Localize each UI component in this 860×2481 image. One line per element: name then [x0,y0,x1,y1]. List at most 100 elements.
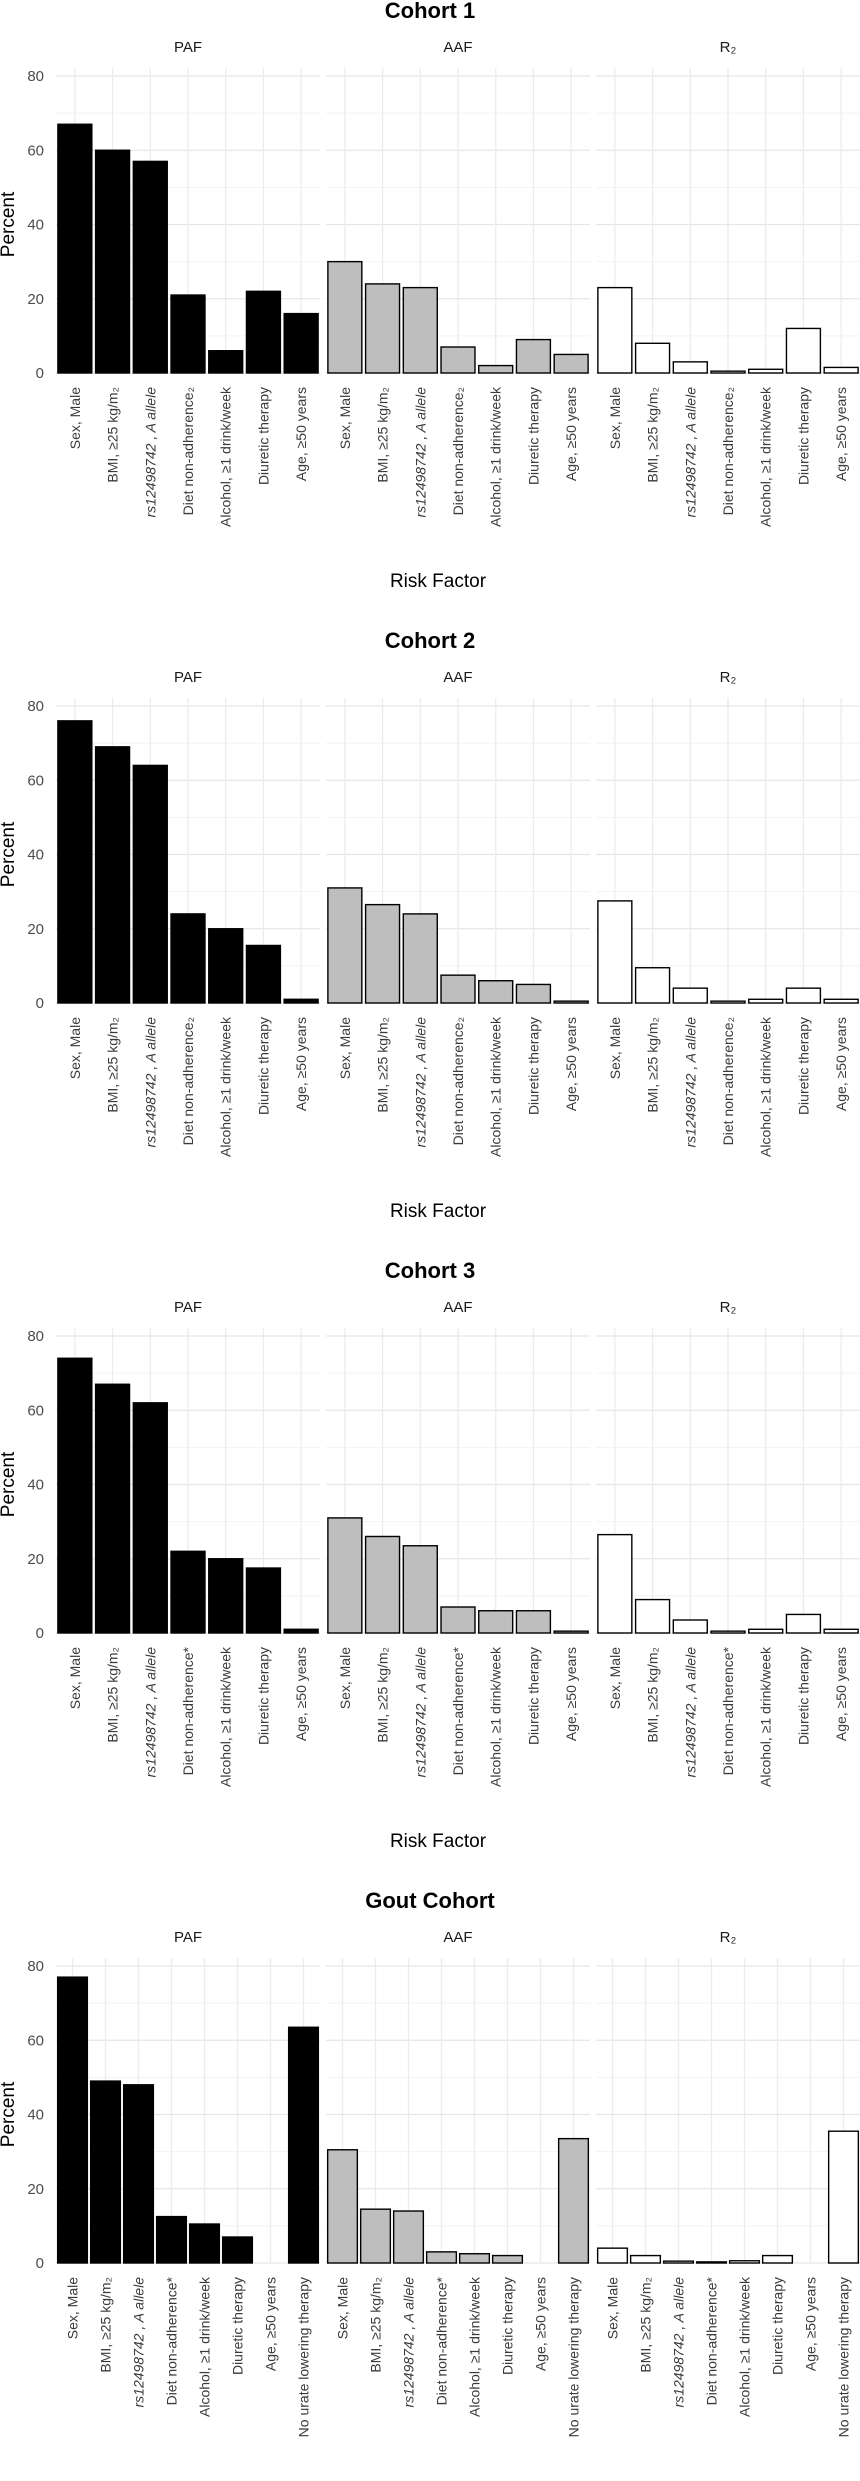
facet-label: PAF [174,1299,202,1316]
x-tick-label: BMI, ≥25 kg/m₂ [375,1647,391,1743]
x-tick-label: Diuretic therapy [770,2277,786,2375]
chart-title: Gout Cohort [365,1888,495,1913]
bar [785,987,822,1004]
x-tick-label: Age, ≥50 years [563,1017,579,1111]
y-tick-label: 80 [27,1958,44,1975]
facet-aaf: AAF Sex, Male BMI, ≥25 kg/m₂ rs12498742 , A… [326,669,590,1157]
bar [94,746,131,1004]
x-tick-label: Alcohol, ≥1 drink/week [488,386,504,527]
x-tick-label: No urate lowering therapy [566,2277,582,2437]
x-tick-label: Alcohol, ≥1 drink/week [758,1016,774,1157]
panel-cohort-2: Cohort 2 Percent 0 20 40 60 80 Risk Factor PAF Se… [0,628,860,1222]
facet-label: AAF [443,39,472,56]
y-tick-label: 80 [27,698,44,715]
panel-cohort-3: Cohort 3 Percent 0 20 40 60 80 Risk Factor PAF Se… [0,1258,860,1852]
bar [364,283,401,374]
bar [478,364,514,374]
bar [823,366,859,374]
y-tick-label: 0 [36,1625,44,1642]
bar [56,1976,89,2264]
x-tick-label: Diuretic therapy [795,1647,811,1745]
x-tick-label: Alcohol, ≥1 drink/week [197,2276,213,2417]
bar [327,260,363,374]
facet-label: PAF [174,1929,202,1946]
x-tick-label: Diet non-adherence* [720,1646,736,1775]
x-tick-label: Age, ≥50 years [563,387,579,481]
y-axis-label: Percent [0,191,19,257]
x-tick-label: Alcohol, ≥1 drink/week [218,386,234,527]
x-tick-label: rs12498742 , A allele [142,1647,158,1778]
x-tick-label: Sex, Male [607,387,623,449]
bar [283,312,319,374]
x-tick-label: Alcohol, ≥1 drink/week [758,386,774,527]
x-tick-label: Diuretic therapy [525,1017,541,1115]
facet-label: R₂ [720,1299,737,1316]
bar [188,2223,221,2264]
bar [458,2253,491,2264]
bar [440,1606,476,1634]
x-tick-label: Age, ≥50 years [833,1647,849,1741]
x-tick-label: BMI, ≥25 kg/m₂ [105,1647,121,1743]
x-tick-label: Age, ≥50 years [533,2277,549,2371]
x-tick-label: Diuretic therapy [525,387,541,485]
x-tick-label: Alcohol, ≥1 drink/week [488,1646,504,1787]
bar [596,2247,629,2264]
bar [695,2261,728,2264]
x-tick-label: Sex, Male [605,2277,621,2339]
x-tick-label: Age, ≥50 years [563,1647,579,1741]
x-tick-label: Diet non-adherence₂ [450,1017,466,1145]
y-tick-label: 20 [27,2181,44,2198]
y-tick-label: 80 [27,68,44,85]
x-axis-label: Risk Factor [390,1201,487,1222]
bar [89,2080,122,2264]
bar [245,1567,282,1634]
chart-title: Cohort 2 [385,628,475,653]
bar [326,2149,359,2264]
bar [710,1000,746,1004]
bar [748,368,784,374]
y-tick-label: 60 [27,2032,44,2049]
x-tick-label: Sex, Male [335,2277,351,2339]
x-tick-label: BMI, ≥25 kg/m₂ [368,2277,384,2373]
x-tick-label: Age, ≥50 years [293,1017,309,1111]
x-tick-label: Age, ≥50 years [263,2277,279,2371]
bar [728,2260,761,2264]
bar [672,987,708,1004]
facet-paf: PAF Sex, Male BMI, ≥25 kg/m₂ rs12498742 , A… [56,39,320,527]
y-tick-label: 80 [27,1328,44,1345]
bar [94,149,131,374]
x-tick-label: BMI, ≥25 kg/m₂ [98,2277,114,2373]
bar [478,1610,514,1634]
bar [440,346,476,374]
x-tick-label: Alcohol, ≥1 drink/week [488,1016,504,1157]
y-tick-label: 0 [36,995,44,1012]
bar [170,913,206,1004]
x-axis-label: Risk Factor [390,571,487,592]
y-tick-label: 60 [27,772,44,789]
x-tick-label: Diet non-adherence* [180,1646,196,1775]
x-tick-label: Diuretic therapy [255,1647,271,1745]
chart-title: Cohort 1 [385,0,475,23]
x-tick-label: Diet non-adherence* [450,1646,466,1775]
x-tick-label: Sex, Male [337,1647,353,1709]
bar [392,2210,425,2264]
x-tick-label: Alcohol, ≥1 drink/week [218,1016,234,1157]
x-tick-label: Sex, Male [65,2277,81,2339]
x-tick-label: Age, ≥50 years [293,387,309,481]
panel-cohort-1: Cohort 1 Percent 0 20 40 60 80 Risk Factor PAF Se… [0,0,860,592]
facet-label: AAF [443,1929,472,1946]
bar [155,2215,188,2264]
x-tick-label: Diet non-adherence₂ [180,1017,196,1145]
y-tick-label: 20 [27,921,44,938]
x-tick-label: rs12498742 , A allele [412,1647,428,1778]
facet-label: AAF [443,669,472,686]
panel-gout-cohort: Gout CohortPercent020406080Risk FactorPA… [0,1888,860,2437]
bar [402,1545,438,1634]
bar [57,1357,93,1634]
bar [402,913,438,1004]
x-tick-label: Alcohol, ≥1 drink/week [758,1646,774,1787]
x-tick-label: No urate lowering therapy [296,2277,312,2437]
x-tick-label: Age, ≥50 years [293,1647,309,1741]
bar [785,1613,822,1634]
bar [672,361,708,374]
